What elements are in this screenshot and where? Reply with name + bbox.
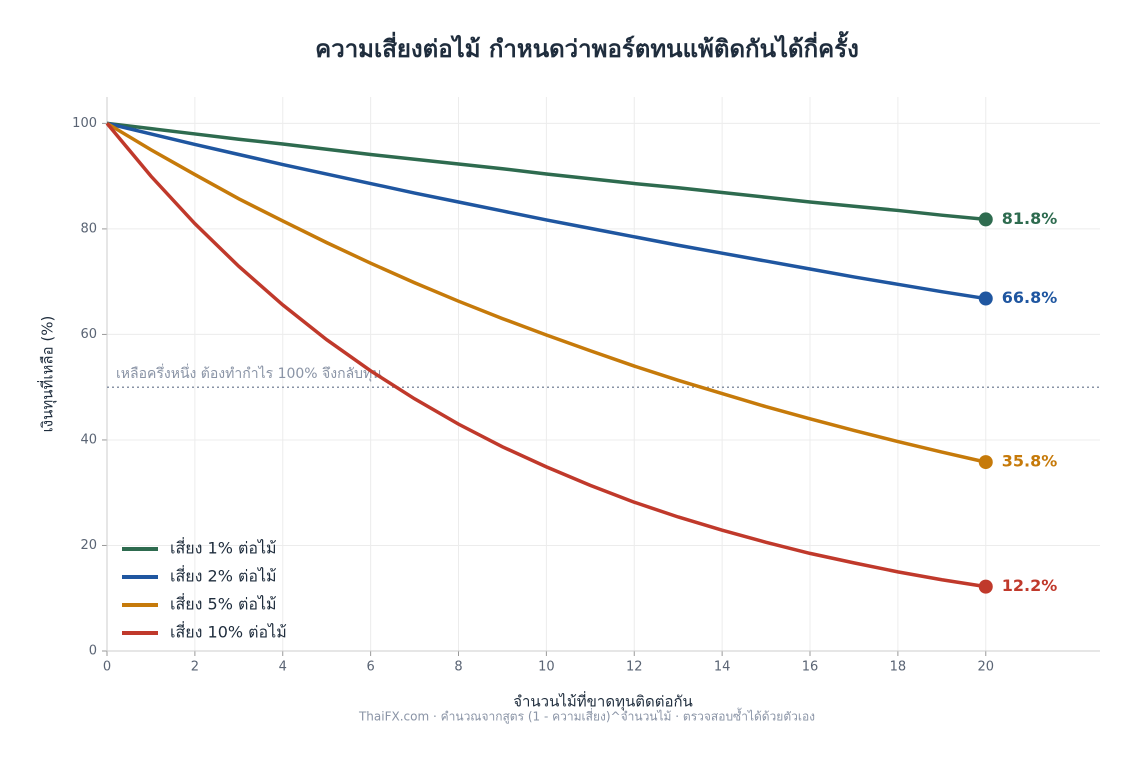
y-tick-label: 100 — [72, 116, 97, 131]
legend-label: เสี่ยง 2% ต่อไม้ — [170, 565, 277, 586]
footer: ThaiFX.com · คำนวณจากสูตร (1 - ความเสี่ย… — [358, 708, 815, 725]
x-tick-label: 4 — [279, 660, 287, 675]
x-tick-label: 12 — [626, 660, 643, 675]
value-label: 35.8% — [1002, 452, 1058, 471]
x-tick-label: 8 — [454, 660, 462, 675]
end-point — [978, 455, 993, 470]
x-tick-label: 16 — [802, 660, 819, 675]
end-point — [978, 291, 993, 306]
x-tick-label: 0 — [103, 660, 111, 675]
x-tick-label: 2 — [191, 660, 199, 675]
x-tick-label: 20 — [977, 660, 994, 675]
x-tick-label: 6 — [366, 660, 374, 675]
value-label: 12.2% — [1002, 576, 1058, 595]
end-point — [978, 212, 993, 227]
end-point — [978, 579, 993, 594]
chart-title: ความเสี่ยงต่อไม้ กำหนดว่าพอร์ตทนแพ้ติดกั… — [315, 30, 859, 63]
series-line — [106, 121, 987, 464]
series-line — [106, 121, 987, 301]
value-label: 81.8% — [1002, 209, 1058, 228]
legend-label: เสี่ยง 10% ต่อไม้ — [170, 621, 287, 642]
x-tick-label: 18 — [890, 660, 907, 675]
y-axis-label: เงินทุนที่เหลือ (%) — [37, 316, 58, 433]
y-tick-label: 0 — [89, 644, 97, 659]
series-line — [105, 122, 987, 589]
y-tick-label: 80 — [80, 221, 97, 236]
x-tick-label: 14 — [714, 660, 731, 675]
y-tick-label: 40 — [80, 432, 97, 447]
legend-label: เสี่ยง 1% ต่อไม้ — [170, 537, 277, 558]
value-label: 66.8% — [1002, 288, 1058, 307]
reference-label: เหลือครึ่งหนึ่ง ต้องทำกำไร 100% จึงกลับท… — [116, 364, 382, 382]
x-axis-label: จำนวนไม้ที่ขาดทุนติดต่อกัน — [513, 691, 693, 712]
series-line — [106, 121, 986, 222]
legend-label: เสี่ยง 5% ต่อไม้ — [170, 593, 277, 614]
y-tick-label: 20 — [80, 538, 97, 553]
x-tick-label: 10 — [538, 660, 555, 675]
y-tick-label: 60 — [80, 327, 97, 342]
